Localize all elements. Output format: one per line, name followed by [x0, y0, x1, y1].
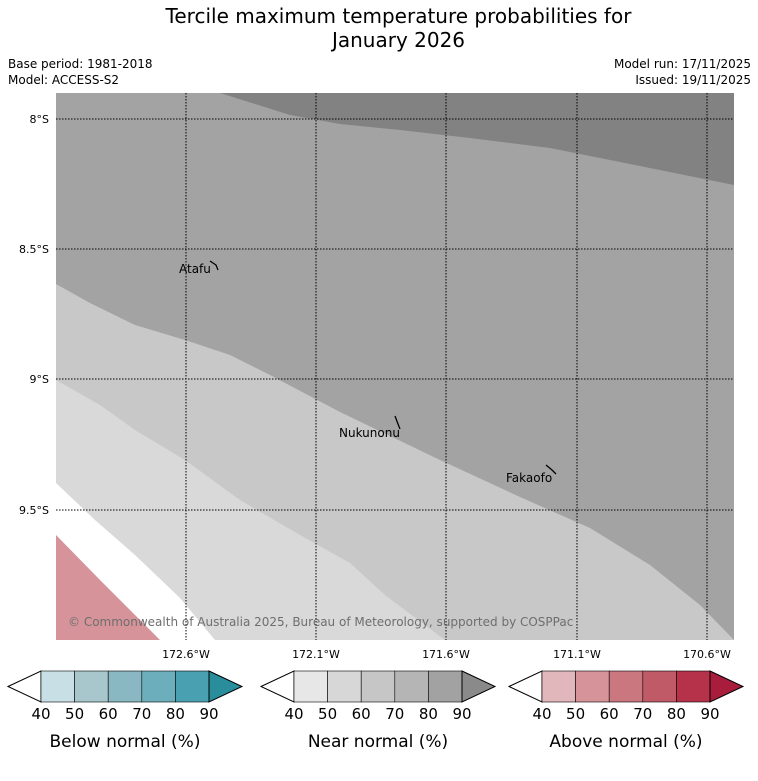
latitude-labels: 8°S 8.5°S 9°S 9.5°S: [19, 113, 49, 517]
colorbar-segment: [74, 670, 109, 703]
issued-date: Issued: 19/11/2025: [635, 73, 751, 87]
lat-tick: 9°S: [30, 373, 49, 386]
colorbar-high-extension: [208, 670, 244, 703]
lon-tick: 170.6°W: [683, 648, 731, 661]
colorbar-tick-label: 90: [700, 705, 719, 723]
nukunonu-atoll: [394, 415, 401, 430]
colorbar-tick-label: 50: [566, 705, 585, 723]
place-nukunonu: Nukunonu: [339, 426, 400, 440]
colorbar-tick-label: 40: [284, 705, 303, 723]
chart-title: Tercile maximum temperature probabilitie…: [0, 4, 758, 52]
colorbar-segment: [608, 670, 644, 703]
colorbar-title: Above normal (%): [549, 732, 702, 752]
colorbar-tick-label: 70: [132, 705, 151, 723]
colorbar-low-extension: [259, 670, 295, 703]
colorbar-segment: [428, 670, 463, 703]
colorbar-segment: [107, 670, 143, 703]
lon-tick: 171.1°W: [553, 648, 601, 661]
colorbar-segment: [360, 670, 396, 703]
colorbar-title: Near normal (%): [308, 732, 448, 752]
colorbar-segment: [327, 670, 362, 703]
colorbar-tick-label: 50: [318, 705, 337, 723]
colorbar-tick-label: 80: [166, 705, 185, 723]
place-labels: Atafu Nukunonu Fakaofo: [179, 262, 552, 485]
colorbar-tick-label: 90: [199, 705, 218, 723]
colorbar-high-extension: [709, 670, 745, 703]
colorbar-tick-label: 70: [385, 705, 404, 723]
longitude-labels: 172.6°W 172.1°W 171.6°W 171.1°W 170.6°W: [162, 648, 731, 661]
title-line-2: January 2026: [331, 28, 466, 52]
colorbar: 40 50 60 70 80 90 Above normal (%): [507, 670, 745, 752]
colorbar-tick-label: 60: [352, 705, 371, 723]
lat-tick: 8°S: [30, 113, 49, 126]
base-period: Base period: 1981-2018: [8, 57, 153, 71]
colorbar-tick-label: 60: [99, 705, 118, 723]
atafu-atoll: [209, 260, 219, 271]
colorbar-tick-label: 60: [600, 705, 619, 723]
colorbar-tick-label: 70: [633, 705, 652, 723]
model-run: Model run: 17/11/2025: [613, 57, 751, 71]
place-fakaofo: Fakaofo: [506, 471, 552, 485]
island-outlines: [209, 260, 557, 475]
colorbar-segment: [141, 670, 176, 703]
colorbar-title: Below normal (%): [50, 732, 201, 752]
colorbar-segment: [541, 670, 576, 703]
colorbar-segment: [40, 670, 75, 703]
colorbar-tick-label: 80: [419, 705, 438, 723]
colorbar: 40 50 60 70 80 90 Below normal (%): [6, 670, 244, 752]
model-name: Model: ACCESS-S2: [8, 73, 120, 87]
colorbar-segment: [676, 670, 711, 703]
colorbar-tick-label: 90: [452, 705, 471, 723]
colorbar-tick-label: 50: [65, 705, 84, 723]
region-above-normal-50: [56, 535, 160, 640]
fakaofo-atoll: [545, 464, 557, 475]
meta-right: Model run: 17/11/2025 Issued: 19/11/2025: [614, 56, 751, 88]
colorbar-segment: [575, 670, 610, 703]
lat-tick: 9.5°S: [19, 504, 49, 517]
meta-left: Base period: 1981-2018 Model: ACCESS-S2: [8, 56, 153, 88]
colorbar-tick-label: 40: [31, 705, 50, 723]
colorbar-tick-label: 80: [667, 705, 686, 723]
lon-tick: 171.6°W: [422, 648, 470, 661]
colorbar-segment: [293, 670, 328, 703]
gridlines: [56, 93, 734, 640]
place-atafu: Atafu: [179, 262, 211, 276]
colorbar-segment: [642, 670, 677, 703]
lat-tick: 8.5°S: [19, 243, 49, 256]
colorbar-low-extension: [6, 670, 42, 703]
region-near-normal-90: [220, 93, 734, 185]
colorbar-high-extension: [461, 670, 497, 703]
copyright-notice: © Commonwealth of Australia 2025, Bureau…: [68, 615, 573, 629]
lon-tick: 172.6°W: [162, 648, 210, 661]
title-line-1: Tercile maximum temperature probabilitie…: [165, 4, 632, 28]
colorbar-segment: [394, 670, 429, 703]
colorbar-segment: [175, 670, 210, 703]
lon-tick: 172.1°W: [292, 648, 340, 661]
colorbar-low-extension: [507, 670, 543, 703]
colorbar-tick-label: 40: [532, 705, 551, 723]
probability-regions: [56, 93, 734, 640]
